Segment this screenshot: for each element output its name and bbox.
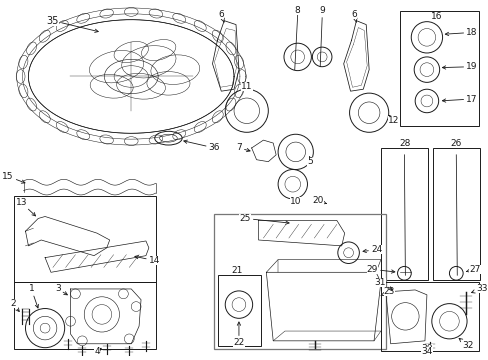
Text: 34: 34 [420, 347, 432, 356]
Text: 5: 5 [307, 157, 313, 166]
Text: 30: 30 [420, 344, 432, 353]
Bar [14, 196, 155, 282]
Bar [14, 282, 155, 349]
Text: 15: 15 [2, 172, 25, 183]
Text: 21: 21 [231, 266, 242, 275]
Text: 13: 13 [16, 198, 36, 216]
Text: 26: 26 [449, 139, 461, 148]
Bar [380, 148, 427, 280]
Text: 32: 32 [458, 338, 472, 350]
Bar [400, 11, 478, 126]
Text: 10: 10 [289, 197, 301, 206]
Text: 17: 17 [442, 95, 477, 104]
Text: 7: 7 [236, 144, 249, 153]
Text: 28: 28 [399, 139, 410, 148]
Bar [214, 213, 385, 349]
Text: 20: 20 [312, 196, 326, 205]
Text: 2: 2 [10, 299, 19, 311]
Text: 6: 6 [218, 10, 224, 22]
Text: 33: 33 [470, 284, 487, 293]
Text: 6: 6 [351, 10, 357, 22]
Text: 3: 3 [55, 284, 67, 295]
Text: 24: 24 [362, 245, 382, 254]
Text: 14: 14 [135, 256, 160, 265]
Text: 1: 1 [28, 284, 39, 308]
Text: 31: 31 [373, 278, 392, 290]
Text: 16: 16 [430, 12, 442, 21]
Text: 18: 18 [445, 28, 477, 37]
Text: 12: 12 [387, 116, 398, 125]
Text: 25: 25 [239, 214, 288, 224]
Bar [432, 148, 479, 280]
Text: 4: 4 [94, 347, 101, 356]
Text: 9: 9 [319, 6, 325, 15]
Bar [218, 275, 261, 346]
Text: 8: 8 [294, 6, 300, 15]
Text: 36: 36 [183, 140, 220, 153]
Bar [380, 282, 478, 351]
Text: 19: 19 [442, 62, 477, 71]
Text: 11: 11 [241, 82, 252, 91]
Text: 27: 27 [466, 265, 480, 274]
Text: 35: 35 [47, 16, 98, 32]
Text: 23: 23 [380, 287, 394, 296]
Text: 29: 29 [366, 265, 394, 274]
Text: 22: 22 [233, 322, 244, 347]
